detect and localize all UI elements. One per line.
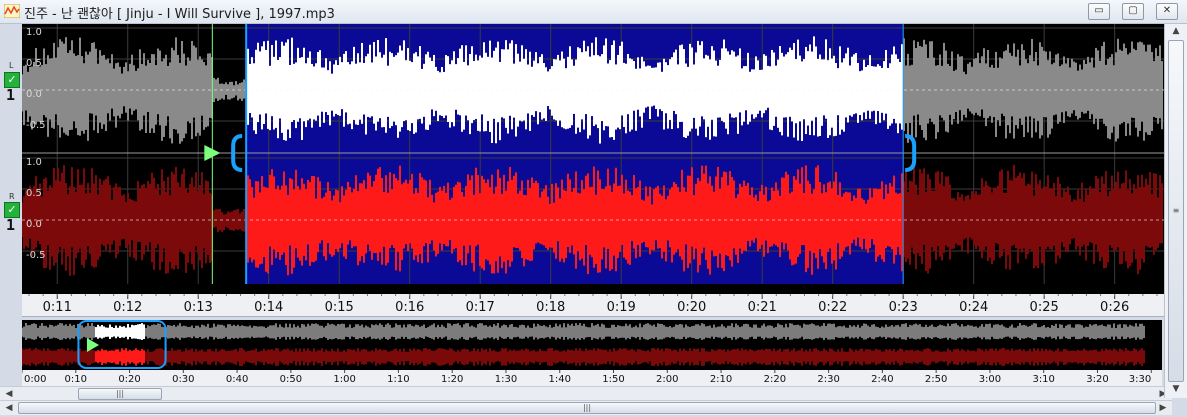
title-bar: 진주 - 난 괜찮아 [ Jinju - I Will Survive ], 1…: [0, 0, 1187, 24]
ruler-label: 0:25: [1030, 300, 1059, 315]
time-ruler-canvas[interactable]: 0:11 0:12 0:13 0:14 0:15 0:16 0:17 0:18 0:19 0:20…: [22, 294, 1164, 316]
overview-ruler-label: 2:30: [817, 374, 839, 385]
overview-h-scrollbar[interactable]: ◀ ||| ▶: [0, 386, 1172, 401]
minimize-button[interactable]: ▭: [1088, 3, 1110, 20]
ruler-label: 0:11: [43, 300, 72, 315]
overview-ruler-label: 1:10: [387, 374, 409, 385]
overview-ruler-label: 1:00: [333, 374, 355, 385]
amplitude-label: 0.5: [26, 188, 42, 199]
selection-end-handle-icon: [905, 134, 917, 172]
overview-ruler-label: 2:20: [764, 374, 786, 385]
left-channel-waveform: [22, 36, 1163, 144]
app-icon: [4, 4, 20, 18]
ruler-label: 0:19: [607, 300, 636, 315]
channel-left-number: 1: [6, 86, 16, 104]
v-scroll-thumb[interactable]: ≡: [1168, 40, 1184, 382]
overview-ruler-label: 0:30: [172, 374, 194, 385]
overview-ruler-label: 2:10: [710, 374, 732, 385]
overview-waveform[interactable]: [22, 320, 1162, 370]
ruler-label: 0:16: [395, 300, 424, 315]
channel-left-checkbox[interactable]: ✓: [4, 72, 20, 88]
overview-ruler-label: 3:10: [1032, 374, 1054, 385]
overview-ruler-label: 0:50: [280, 374, 302, 385]
ruler-label: 0:20: [677, 300, 706, 315]
waveform-canvas[interactable]: 1.0 0.5 0.0 -0.5 1.0 0.5 0.0 -0.5: [22, 24, 1164, 286]
waveform-view[interactable]: 1.0 0.5 0.0 -0.5 1.0 0.5 0.0 -0.5: [22, 24, 1164, 286]
overview-ruler-label: 0:00: [24, 374, 46, 385]
overview-ruler-label: 1:40: [549, 374, 571, 385]
ruler-label: 0:26: [1100, 300, 1129, 315]
amplitude-label: 0.5: [26, 58, 42, 69]
ruler-label: 0:13: [184, 300, 213, 315]
overview-ruler-label: 2:50: [925, 374, 947, 385]
amplitude-label: -0.5: [26, 250, 46, 261]
amplitude-label: 0.0: [26, 89, 42, 100]
overview-ruler-label: 1:50: [602, 374, 624, 385]
channel-label-left: L: [9, 61, 14, 70]
channel-right-number: 1: [6, 216, 16, 234]
scroll-down-icon[interactable]: ▼: [1172, 384, 1180, 394]
overview-cursor-icon: [86, 338, 99, 352]
scroll-left-icon[interactable]: ◀: [5, 389, 13, 399]
overview-ruler-label: 0:10: [65, 374, 87, 385]
overview-ruler-label: 2:00: [656, 374, 678, 385]
overview-ruler-label: 0:40: [226, 374, 248, 385]
overview-ruler-canvas: 0:00 0:10 0:20 0:30 0:40 0:50 1:00 1:10 1:20 1:30…: [21, 370, 1152, 385]
ruler-label: 0:18: [536, 300, 565, 315]
amplitude-label: 0.0: [26, 219, 42, 230]
overview-ruler-label: 2:40: [871, 374, 893, 385]
scroll-right-icon[interactable]: ▶: [1159, 389, 1167, 399]
ruler-label: 0:23: [889, 300, 918, 315]
play-cursor-icon: [204, 145, 221, 161]
main-scroll-thumb[interactable]: |||: [18, 402, 1156, 414]
overview-canvas[interactable]: [22, 320, 1162, 370]
time-ruler[interactable]: 0:11 0:12 0:13 0:14 0:15 0:16 0:17 0:18 0:19 0:20…: [22, 294, 1164, 317]
ruler-label: 0:21: [748, 300, 777, 315]
close-button[interactable]: ✕: [1156, 3, 1178, 20]
overview-ruler-label: 1:30: [495, 374, 517, 385]
ruler-label: 0:22: [818, 300, 847, 315]
overview-ruler-label: 1:20: [441, 374, 463, 385]
v-scrollbar[interactable]: ▲ ≡ ▼: [1164, 24, 1187, 398]
overview-ruler-label: 3:20: [1086, 374, 1108, 385]
scroll-left-icon[interactable]: ◀: [5, 403, 13, 413]
maximize-button[interactable]: ▢: [1122, 3, 1144, 20]
ruler-divider: [22, 286, 1164, 294]
overview-ruler: 0:00 0:10 0:20 0:30 0:40 0:50 1:00 1:10 1:20 1:30…: [21, 370, 1162, 386]
overview-ruler-label: 3:30: [1129, 374, 1151, 385]
overview-view-window: [77, 320, 167, 369]
window-title: 진주 - 난 괜찮아 [ Jinju - I Will Survive ], 1…: [24, 7, 335, 22]
right-channel-waveform: [22, 164, 1163, 276]
channel-right-checkbox[interactable]: ✓: [4, 202, 20, 218]
selection-start-handle-icon: [231, 134, 243, 172]
amplitude-label: 1.0: [26, 27, 42, 38]
ruler-label: 0:12: [113, 300, 142, 315]
ruler-label: 0:15: [325, 300, 354, 315]
ruler-label: 0:17: [466, 300, 495, 315]
channel-label-right: R: [9, 192, 15, 201]
ruler-label: 0:14: [254, 300, 283, 315]
scroll-right-icon[interactable]: ▶: [1159, 403, 1167, 413]
ruler-label: 0:24: [959, 300, 988, 315]
amplitude-label: -0.5: [26, 120, 46, 131]
overview-scroll-thumb[interactable]: |||: [78, 388, 162, 400]
overview-ruler-label: 0:20: [118, 374, 140, 385]
main-h-scrollbar[interactable]: ◀ ||| ▶: [0, 400, 1172, 415]
amplitude-label: 1.0: [26, 157, 42, 168]
overview-ruler-label: 3:00: [979, 374, 1001, 385]
scroll-up-icon[interactable]: ▲: [1172, 26, 1180, 36]
